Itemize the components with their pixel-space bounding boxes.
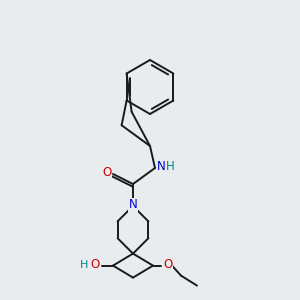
Text: N: N bbox=[157, 160, 165, 173]
Text: O: O bbox=[102, 167, 112, 179]
Text: N: N bbox=[129, 199, 137, 212]
Text: O: O bbox=[90, 258, 100, 271]
Text: H: H bbox=[80, 260, 88, 270]
Text: H: H bbox=[166, 160, 174, 173]
Text: O: O bbox=[164, 258, 172, 271]
